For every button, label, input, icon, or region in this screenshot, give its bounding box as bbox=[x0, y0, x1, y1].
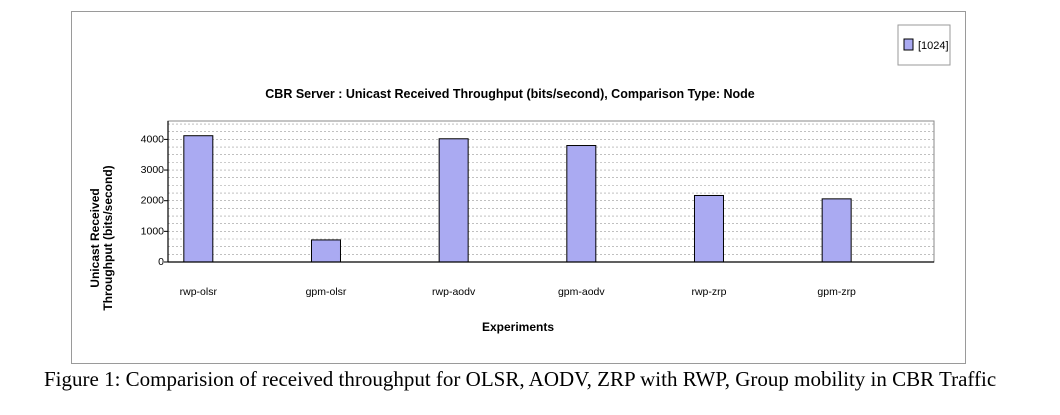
bar-gpm-aodv bbox=[566, 145, 597, 263]
x-tick-label: gpm-olsr bbox=[306, 286, 347, 298]
legend-label: [1024] bbox=[918, 40, 949, 52]
plot-background bbox=[167, 120, 935, 263]
y-axis-label-2: Throughput (bits/second) bbox=[101, 165, 115, 310]
x-tick-label: gpm-zrp bbox=[817, 286, 856, 298]
chart-title: CBR Server : Unicast Received Throughput… bbox=[265, 87, 754, 101]
bar-gpm-olsr bbox=[310, 239, 341, 263]
plot-area: 0 1000 2000 3000 4000 rwp-olsr gpm-olsr rwp-ao… bbox=[141, 120, 935, 298]
legend-swatch bbox=[903, 38, 914, 51]
bar-rwp-zrp bbox=[693, 194, 724, 263]
y-tick-label: 4000 bbox=[141, 133, 165, 145]
x-tick-label: rwp-zrp bbox=[691, 286, 726, 298]
bars bbox=[183, 135, 852, 263]
x-tick-label: rwp-aodv bbox=[432, 286, 476, 298]
y-axis-label: Unicast Received bbox=[88, 188, 102, 287]
legend: [1024] bbox=[897, 24, 951, 66]
x-axis-label: Experiments bbox=[482, 320, 554, 334]
x-ticks: rwp-olsr gpm-olsr rwp-aodv gpm-aodv rwp-zrp g… bbox=[180, 286, 856, 298]
x-tick-label: gpm-aodv bbox=[558, 286, 605, 298]
y-tick-label: 2000 bbox=[141, 195, 165, 207]
x-tick-label: rwp-olsr bbox=[180, 286, 218, 298]
y-axis-label-line2: Throughput (bits/second) bbox=[101, 165, 115, 310]
y-axis-label-line1: Unicast Received bbox=[88, 188, 102, 287]
y-ticks: 0 1000 2000 3000 4000 bbox=[141, 133, 168, 268]
y-tick-label: 1000 bbox=[141, 225, 165, 237]
bar-rwp-olsr bbox=[183, 135, 214, 263]
y-tick-label: 3000 bbox=[141, 164, 165, 176]
figure-caption: Figure 1: Comparision of received throug… bbox=[44, 367, 997, 391]
bar-gpm-zrp bbox=[821, 198, 852, 263]
y-tick-label: 0 bbox=[158, 256, 164, 268]
bar-rwp-aodv bbox=[438, 138, 469, 263]
